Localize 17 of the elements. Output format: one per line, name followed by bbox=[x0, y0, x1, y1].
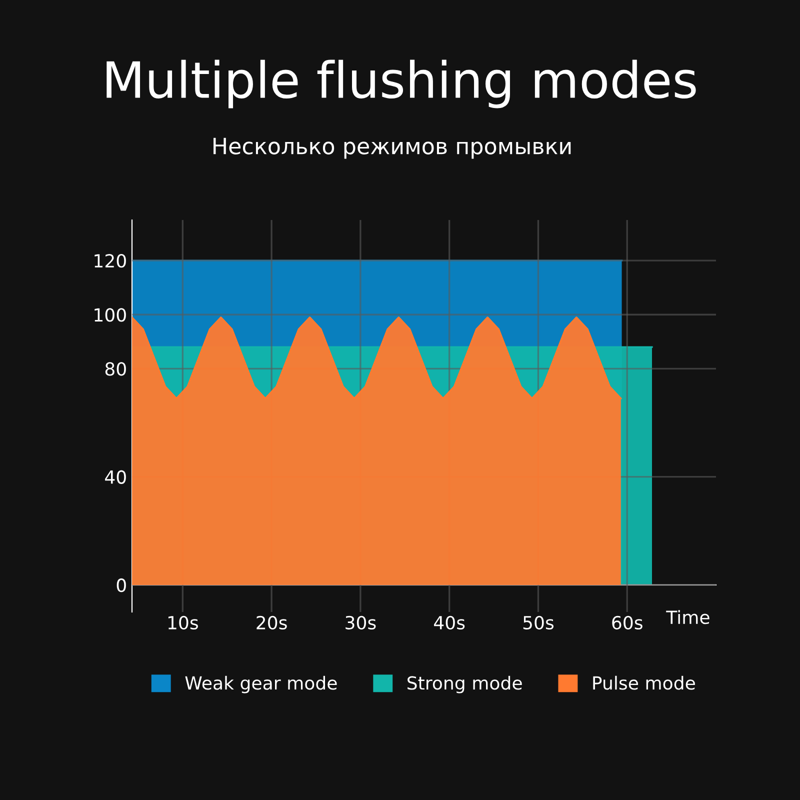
x-tick-label: 10s bbox=[168, 616, 198, 630]
x-tick-label: 50s bbox=[523, 616, 554, 630]
legend-label: Strong mode bbox=[408, 676, 522, 694]
x-tick-label: 60s bbox=[612, 616, 642, 630]
legend-label: Weak gear mode bbox=[185, 676, 337, 694]
x-tick-label: 30s bbox=[346, 616, 376, 630]
x-axis-title: Time bbox=[666, 610, 710, 624]
chart-title: Multiple flushing modes bbox=[106, 60, 696, 108]
y-tick-label: 80 bbox=[105, 362, 126, 376]
y-tick-label: 0 bbox=[116, 578, 126, 592]
y-tick-label: 120 bbox=[94, 254, 126, 268]
x-tick-label: 40s bbox=[434, 616, 465, 630]
y-tick-label: 100 bbox=[94, 308, 126, 322]
x-tick-label: 20s bbox=[256, 616, 287, 630]
y-tick-label: 40 bbox=[105, 470, 126, 484]
chart-subtitle: Несколько режимов промывки bbox=[214, 138, 571, 159]
legend-label: Pulse mode bbox=[593, 676, 695, 690]
